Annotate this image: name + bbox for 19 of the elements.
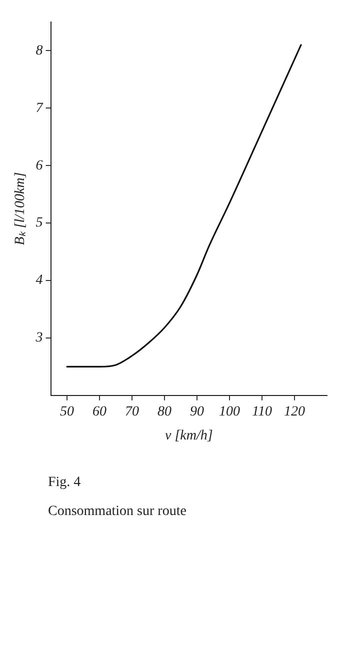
- x-axis-title: v [km/h]: [164, 428, 213, 444]
- text: Consommation sur route: [48, 503, 188, 521]
- line-series: [66, 44, 302, 368]
- y-tick-label: 7: [36, 100, 44, 116]
- x-tick-label: 80: [158, 404, 172, 420]
- x-tick-label: 90: [190, 404, 204, 420]
- x-tick-label: 100: [219, 404, 240, 420]
- x-tick-label: 70: [125, 404, 140, 420]
- caption: Fig. 4: [48, 474, 82, 492]
- x-tick-label: 60: [92, 404, 107, 420]
- y-tick-label: 5: [36, 216, 43, 231]
- y-tick-label: 6: [36, 158, 43, 174]
- y-tick-label: 4: [36, 273, 43, 288]
- x-tick-label: 120: [284, 404, 306, 420]
- x-tick-label: 110: [252, 404, 272, 420]
- x-tick-label: 50: [60, 404, 74, 420]
- y-tick-label: 8: [36, 43, 43, 58]
- y-tick-label: 3: [34, 330, 43, 346]
- y-axis-title: Bₖ [l/100km]: [13, 172, 28, 246]
